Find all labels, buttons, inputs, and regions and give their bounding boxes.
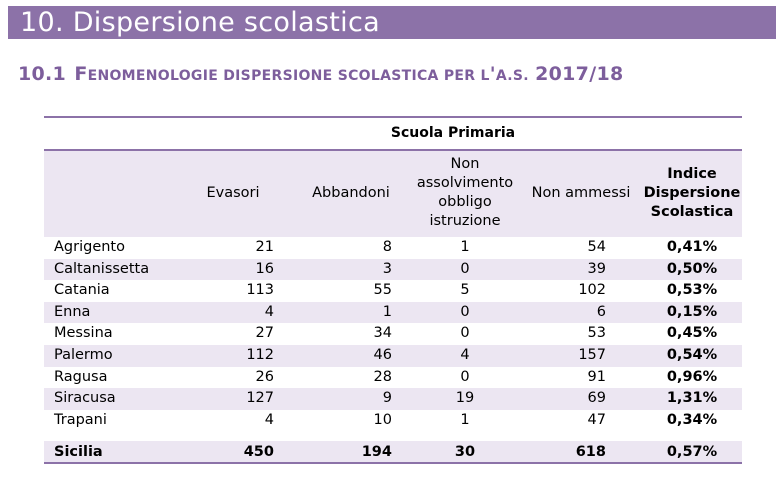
total-non-ammessi: 618 bbox=[520, 441, 642, 464]
total-non-assolvimento: 30 bbox=[410, 441, 520, 464]
table-row: Agrigento 21 8 1 54 0,41% bbox=[54, 239, 718, 255]
table-title: Scuola Primaria bbox=[164, 116, 742, 149]
subsection-heading: 10.1 FENOMENOLOGIE DISPERSIONE SCOLASTIC… bbox=[18, 63, 624, 85]
total-abbandoni: 194 bbox=[292, 441, 410, 464]
header-indice: Indice Dispersione Scolastica bbox=[642, 149, 742, 237]
table-row: Siracusa 127 9 19 69 1,31% bbox=[44, 388, 742, 410]
subsection-text-1: ENOMENOLOGIE DISPERSIONE SCOLASTICA PER … bbox=[87, 68, 490, 84]
table-rule-top bbox=[44, 116, 742, 118]
table-total-row: Sicilia 450 194 30 618 0,57% bbox=[44, 441, 742, 464]
header-abbandoni: Abbandoni bbox=[292, 149, 410, 237]
table-spacer bbox=[44, 431, 742, 442]
header-non-ammessi: Non ammessi bbox=[520, 149, 642, 237]
subsection-year: 2017/18 bbox=[535, 63, 624, 85]
table-row: Messina 27 34 0 53 0,45% bbox=[54, 325, 718, 342]
dispersion-table: Scuola Primaria Evasori Abbandoni Non as… bbox=[44, 116, 742, 464]
table-rule-bottom bbox=[44, 462, 742, 464]
total-name: Sicilia bbox=[44, 441, 164, 464]
table-row: Caltanissetta 16 3 0 39 0,50% bbox=[44, 258, 742, 281]
table-row: Trapani 4 10 1 47 0,34% bbox=[54, 411, 718, 428]
table-row: Ragusa 26 28 0 91 0,96% bbox=[54, 368, 718, 385]
table-rule-middle bbox=[44, 149, 742, 151]
section-heading: 10. Dispersione scolastica bbox=[8, 6, 776, 39]
table-row: Palermo 112 46 4 157 0,54% bbox=[44, 344, 742, 367]
subsection-text-2: A.S. bbox=[495, 68, 529, 84]
table-row: Catania 113 55 5 102 0,53% bbox=[54, 282, 718, 299]
total-indice: 0,57% bbox=[642, 441, 742, 464]
subsection-initial: F bbox=[74, 63, 88, 85]
header-name bbox=[44, 149, 164, 237]
subsection-number: 10.1 bbox=[18, 63, 67, 85]
table-row: Enna 4 1 0 6 0,15% bbox=[44, 301, 742, 324]
subsection-apostrophe: ' bbox=[489, 63, 496, 85]
total-evasori: 450 bbox=[164, 441, 292, 464]
header-non-assolvimento: Non assolvimento obbligo istruzione bbox=[410, 149, 520, 237]
header-evasori: Evasori bbox=[164, 149, 292, 237]
